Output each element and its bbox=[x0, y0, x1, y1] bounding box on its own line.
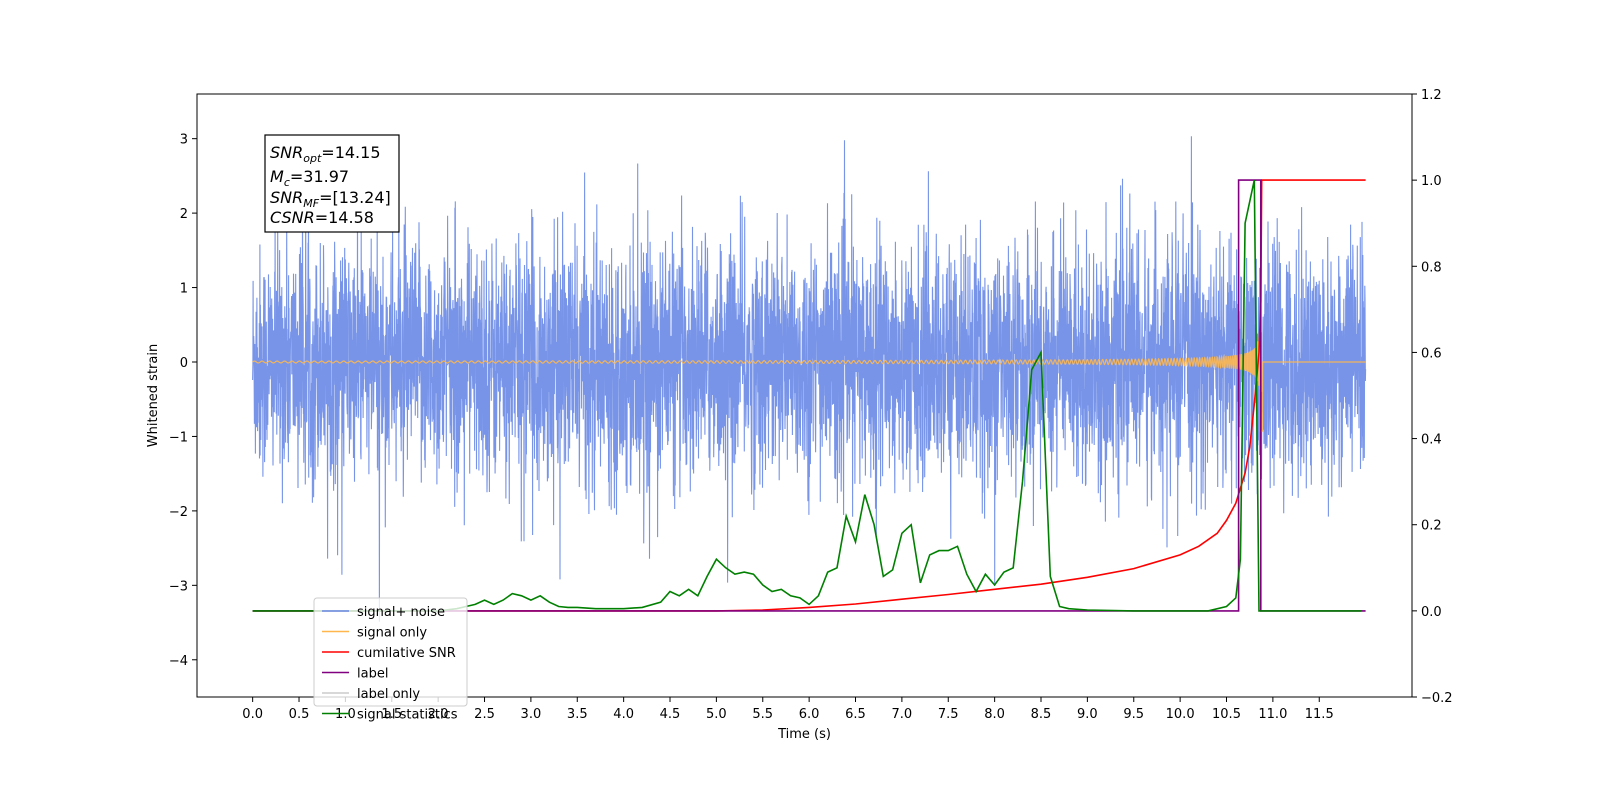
signal-plus-noise-line bbox=[252, 136, 1367, 622]
x-tick-label: 9.5 bbox=[1123, 707, 1144, 722]
plot-frame bbox=[196, 93, 1413, 698]
y-left-tick-label: 1 bbox=[180, 282, 188, 297]
x-tick-label: 0.0 bbox=[242, 707, 263, 722]
annotation-mc: Mc=31.97 bbox=[270, 167, 349, 189]
y-left-tick-label: −2 bbox=[169, 505, 188, 520]
y-axis-label: Whitened strain bbox=[146, 344, 161, 447]
signal-statistics-line bbox=[252, 179, 1361, 612]
x-tick-label: 7.0 bbox=[892, 707, 913, 722]
annotation-snr-opt: SNRopt=14.15 bbox=[270, 143, 381, 165]
legend-frame bbox=[313, 597, 468, 707]
legend-entry: signal only bbox=[357, 626, 427, 641]
x-tick-label: 2.0 bbox=[428, 707, 449, 722]
x-tick-label: 10.5 bbox=[1212, 707, 1241, 722]
x-tick-label: 9.0 bbox=[1077, 707, 1098, 722]
legend-entry: signal statistics bbox=[357, 708, 458, 723]
legend-entry: cumilative SNR bbox=[357, 646, 456, 661]
y-left-tick-label: 0 bbox=[180, 356, 188, 371]
y-left-tick-label: −4 bbox=[169, 654, 188, 669]
y-right-tick-label: 0.0 bbox=[1421, 605, 1442, 620]
y-right-tick-label: 1.2 bbox=[1421, 88, 1442, 103]
x-tick-label: 6.5 bbox=[845, 707, 866, 722]
x-tick-label: 11.0 bbox=[1258, 707, 1287, 722]
x-tick-label: 7.5 bbox=[938, 707, 959, 722]
annotation-frame bbox=[264, 134, 400, 233]
x-tick-label: 1.5 bbox=[381, 707, 402, 722]
y-axis-left: 3 2 1 0 −1 −2 −3 −4 bbox=[169, 133, 197, 669]
y-right-tick-label: 0.2 bbox=[1421, 519, 1442, 534]
x-tick-label: 1.0 bbox=[335, 707, 356, 722]
series-signal-plus-noise bbox=[252, 136, 1367, 622]
y-left-tick-label: −3 bbox=[169, 579, 188, 594]
x-tick-label: 6.0 bbox=[799, 707, 820, 722]
y-right-tick-label: 0.6 bbox=[1421, 346, 1442, 361]
y-right-tick-label: 0.8 bbox=[1421, 260, 1442, 275]
x-tick-label: 2.5 bbox=[474, 707, 495, 722]
y-left-tick-label: 3 bbox=[180, 133, 188, 148]
x-tick-label: 5.5 bbox=[752, 707, 773, 722]
x-tick-label: 3.0 bbox=[521, 707, 542, 722]
x-tick-label: 0.5 bbox=[289, 707, 310, 722]
x-axis: 0.0 0.5 1.0 1.5 2.0 2.5 3.0 3.5 4.0 4.5 5.0 5.5 6.0 6… bbox=[242, 697, 1334, 722]
y-right-tick-label: 1.0 bbox=[1421, 174, 1442, 189]
series-lines bbox=[252, 179, 1366, 612]
x-tick-label: 11.5 bbox=[1305, 707, 1334, 722]
y-right-tick-label: 0.4 bbox=[1421, 433, 1442, 448]
x-tick-label: 8.0 bbox=[984, 707, 1005, 722]
annotation-snr-mf: SNRMF=[13.24] bbox=[270, 188, 391, 210]
x-tick-label: 4.5 bbox=[660, 707, 681, 722]
legend: signal+ noise signal only cumilative SNR la… bbox=[313, 597, 468, 723]
x-tick-label: 8.5 bbox=[1031, 707, 1052, 722]
x-axis-label: Time (s) bbox=[777, 727, 831, 742]
legend-entry: label bbox=[357, 667, 388, 682]
x-tick-label: 4.0 bbox=[613, 707, 634, 722]
legend-entry: signal+ noise bbox=[357, 605, 445, 620]
signal-only-line bbox=[252, 307, 1366, 432]
legend-entry: label only bbox=[357, 687, 420, 702]
annotation-box: SNRopt=14.15Mc=31.97SNRMF=[13.24]CSNR=14… bbox=[264, 134, 400, 233]
annotation-csnr: CSNR=14.58 bbox=[270, 208, 374, 227]
y-left-tick-label: 2 bbox=[180, 207, 188, 222]
series-signal-only bbox=[252, 307, 1366, 432]
y-left-tick-label: −1 bbox=[169, 430, 188, 445]
x-tick-label: 5.0 bbox=[706, 707, 727, 722]
x-tick-label: 10.0 bbox=[1166, 707, 1195, 722]
y-right-tick-label: −0.2 bbox=[1421, 691, 1453, 706]
y-axis-right: 1.2 1.0 0.8 0.6 0.4 0.2 0.0 −0.2 bbox=[1412, 88, 1453, 706]
x-tick-label: 3.5 bbox=[567, 707, 588, 722]
